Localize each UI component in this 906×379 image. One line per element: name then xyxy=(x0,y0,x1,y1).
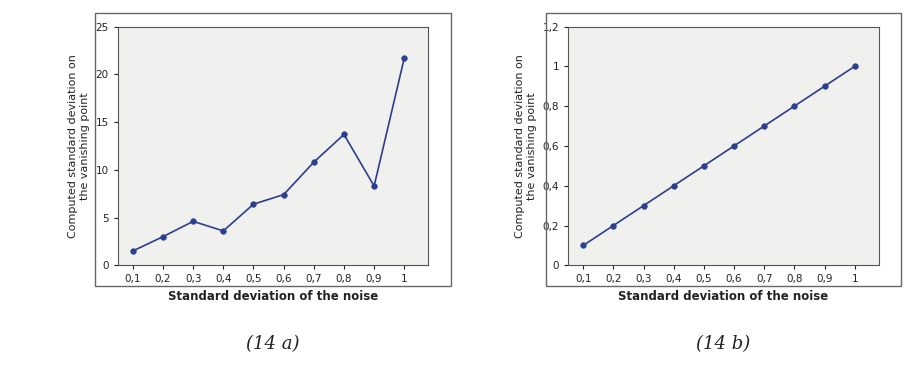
Text: (14 b): (14 b) xyxy=(697,335,751,353)
X-axis label: Standard deviation of the noise: Standard deviation of the noise xyxy=(619,290,829,303)
Text: (14 a): (14 a) xyxy=(246,335,300,353)
Y-axis label: Computed standard deviation on
the vanishing point: Computed standard deviation on the vanis… xyxy=(516,54,537,238)
X-axis label: Standard deviation of the noise: Standard deviation of the noise xyxy=(168,290,378,303)
Y-axis label: Computed standard deviation on
the vanishing point: Computed standard deviation on the vanis… xyxy=(68,54,90,238)
